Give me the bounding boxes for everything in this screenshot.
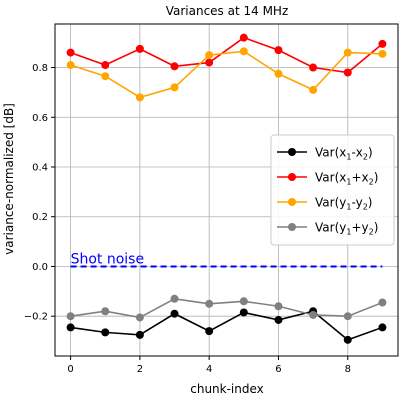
legend-item-1: Var(x1+x2) xyxy=(277,171,378,187)
data-point xyxy=(205,51,214,60)
data-point xyxy=(101,61,110,70)
shot-noise-label: Shot noise xyxy=(71,251,145,267)
legend-item-3: Var(y1+y2) xyxy=(277,221,378,237)
legend-label-text: Var(x xyxy=(315,146,346,160)
legend-item-0: Var(x1-x2) xyxy=(277,146,373,162)
x-axis-title: chunk-index xyxy=(190,382,264,396)
legend-item-2: Var(y1-y2) xyxy=(277,196,372,212)
x-tick-label: 6 xyxy=(275,364,281,375)
data-point xyxy=(101,307,110,316)
data-point xyxy=(135,313,144,322)
legend-label: Var(y1-y2) xyxy=(315,196,372,212)
legend-label-text: ) xyxy=(374,171,379,185)
series-line xyxy=(70,297,383,319)
legend-label-subscript: 2 xyxy=(369,178,374,187)
data-point xyxy=(170,309,179,318)
data-point xyxy=(135,44,144,53)
legend-label-text: Var(y xyxy=(315,221,346,235)
y-axis-title: variance-normalized [dB] xyxy=(2,103,16,255)
legend-label-subscript: 2 xyxy=(369,228,374,237)
legend-label: Var(x1+x2) xyxy=(315,171,378,187)
y-tick-label: 0.2 xyxy=(32,212,48,223)
legend-label-subscript: 1 xyxy=(346,203,351,212)
data-point xyxy=(274,315,283,324)
data-point xyxy=(66,61,75,70)
data-point xyxy=(274,302,283,311)
series-line xyxy=(70,310,383,341)
legend-label-text: -x xyxy=(351,146,362,160)
legend-box xyxy=(270,134,395,246)
series-3 xyxy=(66,294,387,322)
series-2 xyxy=(66,47,387,102)
legend-label-text: Var(y xyxy=(315,196,346,210)
data-point xyxy=(205,58,214,67)
data-point xyxy=(378,298,387,307)
legend-label-text: -y xyxy=(351,196,362,210)
axes-frame xyxy=(54,23,399,357)
x-tick-label: 4 xyxy=(206,364,212,375)
series-1 xyxy=(66,33,387,77)
legend: Var(x1-x2)Var(x1+x2)Var(y1-y2)Var(y1+y2) xyxy=(270,134,395,246)
legend-label: Var(x1-x2) xyxy=(315,146,373,162)
data-point xyxy=(170,62,179,71)
x-tick-label: 2 xyxy=(137,364,143,375)
legend-label-subscript: 1 xyxy=(346,178,351,187)
legend-label-text: +y xyxy=(351,221,368,235)
legend-label-subscript: 1 xyxy=(346,228,351,237)
data-point xyxy=(239,308,248,317)
legend-swatch-marker xyxy=(288,173,296,181)
data-point xyxy=(343,68,352,77)
data-point xyxy=(378,323,387,332)
legend-label-text: Var(x xyxy=(315,171,346,185)
data-point xyxy=(101,328,110,337)
data-point xyxy=(239,47,248,56)
series-line xyxy=(70,50,383,99)
legend-label-text: ) xyxy=(374,221,379,235)
x-tick-label: 8 xyxy=(345,364,351,375)
data-point xyxy=(101,72,110,81)
data-point xyxy=(239,33,248,42)
legend-label: Var(y1+y2) xyxy=(315,221,378,237)
data-point xyxy=(239,297,248,306)
x-tick-label: 0 xyxy=(67,364,73,375)
legend-label-subscript: 2 xyxy=(363,153,368,162)
data-point xyxy=(135,330,144,339)
legend-label-text: +x xyxy=(351,171,368,185)
plot-area: Shot noise 0 2 4 6 8 −0.2 0.0 0.2 0.4 0.6 0.8 xyxy=(24,23,399,375)
data-point xyxy=(205,327,214,336)
data-point xyxy=(66,48,75,57)
data-point xyxy=(66,323,75,332)
legend-swatch-marker xyxy=(288,148,296,156)
data-point xyxy=(274,69,283,78)
data-point xyxy=(343,335,352,344)
data-point xyxy=(309,310,318,319)
data-point xyxy=(309,85,318,94)
y-tick-label: 0.0 xyxy=(32,262,48,273)
y-tick-label: 0.4 xyxy=(32,162,48,173)
data-point xyxy=(135,93,144,102)
legend-swatch-marker xyxy=(288,223,296,231)
legend-swatch-marker xyxy=(288,198,296,206)
data-point xyxy=(170,83,179,92)
legend-label-text: ) xyxy=(368,196,373,210)
y-tick-label: 0.6 xyxy=(32,113,48,124)
data-point xyxy=(205,299,214,308)
series-line xyxy=(70,36,383,74)
data-point xyxy=(309,63,318,72)
legend-label-text: ) xyxy=(368,146,373,160)
data-point xyxy=(343,48,352,57)
y-tick-label: 0.8 xyxy=(32,63,48,74)
legend-label-subscript: 2 xyxy=(363,203,368,212)
data-point xyxy=(170,294,179,303)
data-point xyxy=(343,312,352,321)
chart-title: Variances at 14 MHz xyxy=(166,4,289,18)
data-point xyxy=(378,39,387,48)
legend-label-subscript: 1 xyxy=(346,153,351,162)
data-point xyxy=(378,49,387,58)
data-point xyxy=(274,46,283,55)
data-point xyxy=(66,312,75,321)
y-tick-label: −0.2 xyxy=(24,312,48,323)
